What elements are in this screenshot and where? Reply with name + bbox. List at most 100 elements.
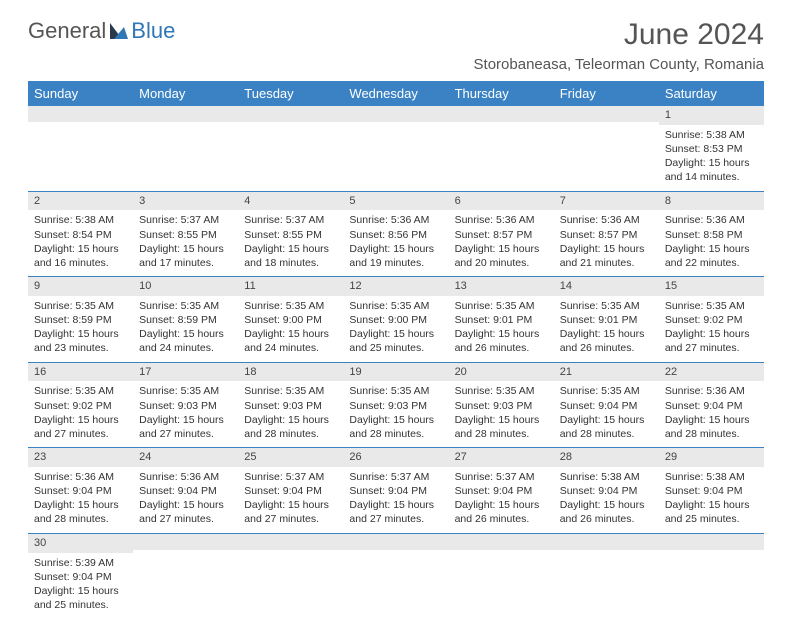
day-number: 11 (238, 277, 343, 296)
weekday-header: Monday (133, 81, 238, 106)
calendar-cell: 5Sunrise: 5:36 AMSunset: 8:56 PMDaylight… (343, 191, 448, 277)
calendar-cell: 11Sunrise: 5:35 AMSunset: 9:00 PMDayligh… (238, 277, 343, 363)
day-details: Sunrise: 5:36 AMSunset: 9:04 PMDaylight:… (133, 467, 238, 533)
calendar-cell: 12Sunrise: 5:35 AMSunset: 9:00 PMDayligh… (343, 277, 448, 363)
day-number: 22 (659, 363, 764, 382)
day-number: 26 (343, 448, 448, 467)
day-details: Sunrise: 5:39 AMSunset: 9:04 PMDaylight:… (28, 553, 133, 619)
day-number: 14 (554, 277, 659, 296)
day-number: 10 (133, 277, 238, 296)
day-number: 28 (554, 448, 659, 467)
calendar-cell (659, 533, 764, 618)
calendar-cell: 13Sunrise: 5:35 AMSunset: 9:01 PMDayligh… (449, 277, 554, 363)
day-number: 4 (238, 192, 343, 211)
day-number: 27 (449, 448, 554, 467)
calendar-cell (554, 533, 659, 618)
day-number: 24 (133, 448, 238, 467)
day-number: 6 (449, 192, 554, 211)
location-subtitle: Storobaneasa, Teleorman County, Romania (474, 56, 764, 73)
day-details: Sunrise: 5:35 AMSunset: 8:59 PMDaylight:… (28, 296, 133, 362)
calendar-cell: 22Sunrise: 5:36 AMSunset: 9:04 PMDayligh… (659, 362, 764, 448)
calendar-cell: 7Sunrise: 5:36 AMSunset: 8:57 PMDaylight… (554, 191, 659, 277)
logo-text-2: Blue (131, 18, 175, 44)
calendar-cell: 15Sunrise: 5:35 AMSunset: 9:02 PMDayligh… (659, 277, 764, 363)
calendar-cell: 18Sunrise: 5:35 AMSunset: 9:03 PMDayligh… (238, 362, 343, 448)
calendar-cell: 19Sunrise: 5:35 AMSunset: 9:03 PMDayligh… (343, 362, 448, 448)
day-details: Sunrise: 5:35 AMSunset: 9:02 PMDaylight:… (28, 381, 133, 447)
day-details: Sunrise: 5:37 AMSunset: 8:55 PMDaylight:… (238, 210, 343, 276)
day-details: Sunrise: 5:35 AMSunset: 9:03 PMDaylight:… (449, 381, 554, 447)
calendar-cell (133, 106, 238, 191)
month-title: June 2024 (474, 18, 764, 52)
day-details: Sunrise: 5:37 AMSunset: 9:04 PMDaylight:… (238, 467, 343, 533)
calendar-cell: 1Sunrise: 5:38 AMSunset: 8:53 PMDaylight… (659, 106, 764, 191)
day-details: Sunrise: 5:36 AMSunset: 8:57 PMDaylight:… (449, 210, 554, 276)
day-details: Sunrise: 5:35 AMSunset: 9:03 PMDaylight:… (343, 381, 448, 447)
day-details: Sunrise: 5:38 AMSunset: 8:54 PMDaylight:… (28, 210, 133, 276)
calendar-cell: 28Sunrise: 5:38 AMSunset: 9:04 PMDayligh… (554, 448, 659, 534)
weekday-header: Sunday (28, 81, 133, 106)
weekday-header: Wednesday (343, 81, 448, 106)
day-details: Sunrise: 5:37 AMSunset: 8:55 PMDaylight:… (133, 210, 238, 276)
weekday-header: Saturday (659, 81, 764, 106)
day-number: 29 (659, 448, 764, 467)
day-details: Sunrise: 5:35 AMSunset: 9:03 PMDaylight:… (133, 381, 238, 447)
calendar-cell (343, 533, 448, 618)
day-details: Sunrise: 5:35 AMSunset: 9:04 PMDaylight:… (554, 381, 659, 447)
day-details: Sunrise: 5:36 AMSunset: 8:57 PMDaylight:… (554, 210, 659, 276)
calendar-cell: 4Sunrise: 5:37 AMSunset: 8:55 PMDaylight… (238, 191, 343, 277)
calendar-cell (449, 533, 554, 618)
day-number: 8 (659, 192, 764, 211)
calendar-cell: 21Sunrise: 5:35 AMSunset: 9:04 PMDayligh… (554, 362, 659, 448)
logo-text-1: General (28, 18, 106, 44)
calendar-cell: 6Sunrise: 5:36 AMSunset: 8:57 PMDaylight… (449, 191, 554, 277)
calendar-cell: 26Sunrise: 5:37 AMSunset: 9:04 PMDayligh… (343, 448, 448, 534)
weekday-header: Friday (554, 81, 659, 106)
calendar-cell: 29Sunrise: 5:38 AMSunset: 9:04 PMDayligh… (659, 448, 764, 534)
day-number: 2 (28, 192, 133, 211)
day-details: Sunrise: 5:37 AMSunset: 9:04 PMDaylight:… (449, 467, 554, 533)
header: General Blue June 2024 Storobaneasa, Tele… (28, 18, 764, 73)
calendar-cell (238, 106, 343, 191)
day-number: 25 (238, 448, 343, 467)
weekday-header: Thursday (449, 81, 554, 106)
day-number: 16 (28, 363, 133, 382)
calendar-cell: 23Sunrise: 5:36 AMSunset: 9:04 PMDayligh… (28, 448, 133, 534)
day-details: Sunrise: 5:36 AMSunset: 9:04 PMDaylight:… (28, 467, 133, 533)
day-number: 1 (659, 106, 764, 125)
day-details: Sunrise: 5:35 AMSunset: 9:03 PMDaylight:… (238, 381, 343, 447)
calendar-cell: 14Sunrise: 5:35 AMSunset: 9:01 PMDayligh… (554, 277, 659, 363)
day-details: Sunrise: 5:36 AMSunset: 9:04 PMDaylight:… (659, 381, 764, 447)
day-number: 21 (554, 363, 659, 382)
day-number: 20 (449, 363, 554, 382)
day-details: Sunrise: 5:38 AMSunset: 8:53 PMDaylight:… (659, 125, 764, 191)
calendar-cell: 3Sunrise: 5:37 AMSunset: 8:55 PMDaylight… (133, 191, 238, 277)
day-details: Sunrise: 5:35 AMSunset: 9:02 PMDaylight:… (659, 296, 764, 362)
weekday-header: Tuesday (238, 81, 343, 106)
logo: General Blue (28, 18, 175, 44)
day-details: Sunrise: 5:38 AMSunset: 9:04 PMDaylight:… (554, 467, 659, 533)
day-number: 12 (343, 277, 448, 296)
calendar-cell: 2Sunrise: 5:38 AMSunset: 8:54 PMDaylight… (28, 191, 133, 277)
day-details: Sunrise: 5:38 AMSunset: 9:04 PMDaylight:… (659, 467, 764, 533)
calendar-cell: 10Sunrise: 5:35 AMSunset: 8:59 PMDayligh… (133, 277, 238, 363)
day-number: 7 (554, 192, 659, 211)
calendar-cell (449, 106, 554, 191)
day-details: Sunrise: 5:35 AMSunset: 9:00 PMDaylight:… (343, 296, 448, 362)
day-number: 19 (343, 363, 448, 382)
day-number: 9 (28, 277, 133, 296)
calendar-cell: 30Sunrise: 5:39 AMSunset: 9:04 PMDayligh… (28, 533, 133, 618)
calendar-cell (343, 106, 448, 191)
day-details: Sunrise: 5:36 AMSunset: 8:58 PMDaylight:… (659, 210, 764, 276)
day-details: Sunrise: 5:35 AMSunset: 8:59 PMDaylight:… (133, 296, 238, 362)
calendar-cell: 17Sunrise: 5:35 AMSunset: 9:03 PMDayligh… (133, 362, 238, 448)
calendar-cell: 20Sunrise: 5:35 AMSunset: 9:03 PMDayligh… (449, 362, 554, 448)
calendar-cell: 27Sunrise: 5:37 AMSunset: 9:04 PMDayligh… (449, 448, 554, 534)
day-number: 30 (28, 534, 133, 553)
day-number: 5 (343, 192, 448, 211)
day-number: 23 (28, 448, 133, 467)
day-details: Sunrise: 5:36 AMSunset: 8:56 PMDaylight:… (343, 210, 448, 276)
calendar-cell: 24Sunrise: 5:36 AMSunset: 9:04 PMDayligh… (133, 448, 238, 534)
calendar-cell (554, 106, 659, 191)
calendar-cell (238, 533, 343, 618)
